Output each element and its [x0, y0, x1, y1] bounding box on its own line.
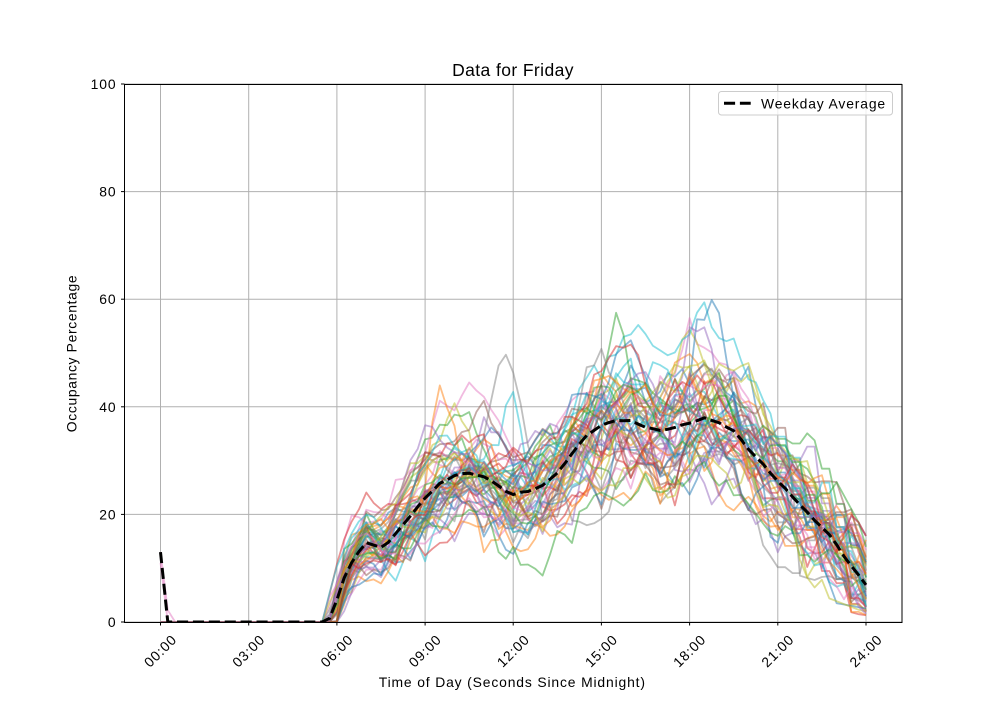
- svg-text:Weekday Average: Weekday Average: [761, 95, 886, 111]
- svg-text:Occupancy Percentage: Occupancy Percentage: [63, 275, 79, 432]
- svg-text:80: 80: [99, 184, 116, 200]
- svg-text:20: 20: [99, 506, 116, 522]
- svg-text:Data for Friday: Data for Friday: [452, 60, 574, 80]
- svg-text:Time of Day (Seconds Since Mid: Time of Day (Seconds Since Midnight): [379, 674, 646, 690]
- svg-text:40: 40: [99, 399, 116, 415]
- svg-text:60: 60: [99, 291, 116, 307]
- svg-text:0: 0: [108, 614, 117, 630]
- svg-text:100: 100: [91, 76, 117, 92]
